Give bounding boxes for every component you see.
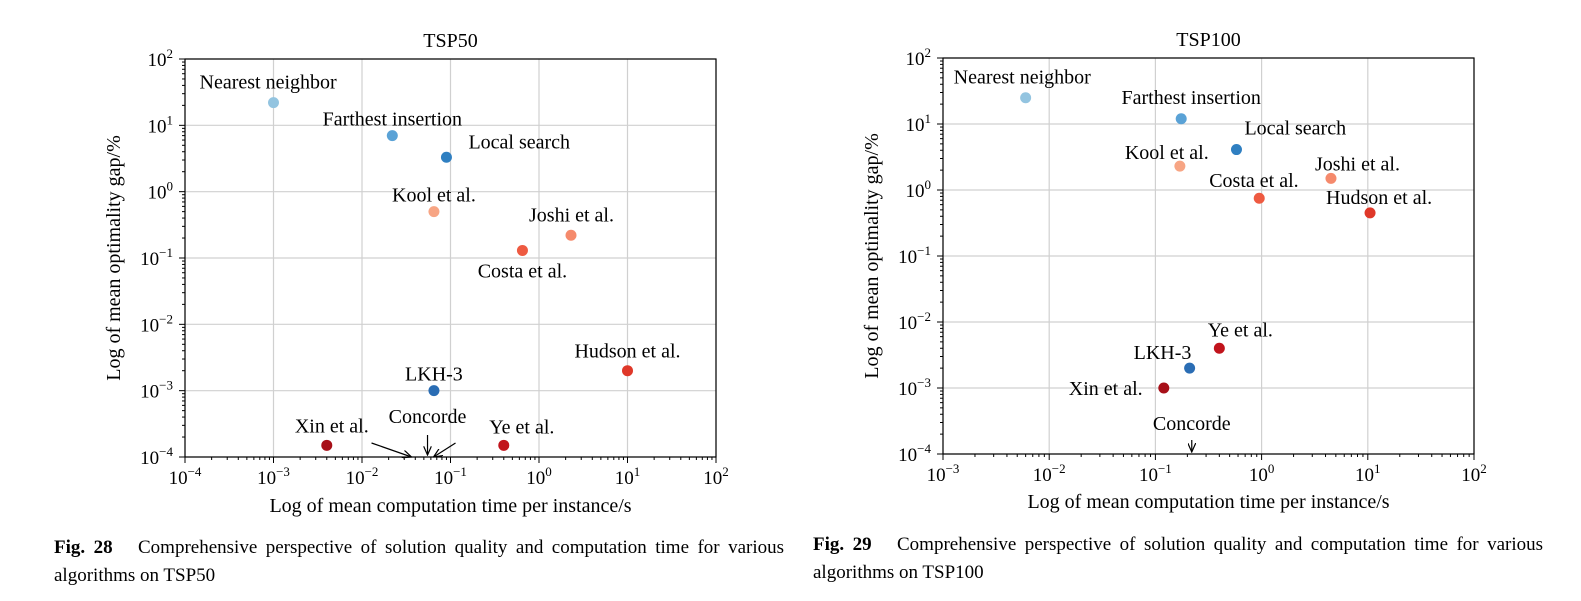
annotation-label: Concorde [1153,413,1231,435]
data-point-label: Ye et al. [1208,319,1273,341]
x-axis-label: Log of mean computation time per instanc… [1027,491,1389,513]
caption-text: Comprehensive perspective of solution qu… [54,537,785,586]
x-tick-label: 101 [615,464,641,489]
data-point [386,130,398,142]
data-point-label: Hudson et al. [1326,187,1432,209]
data-point [1184,362,1196,374]
data-point [1175,113,1187,125]
y-tick-label: 102 [148,46,174,71]
y-tick-label: 101 [906,111,932,136]
figure-number: Fig. 29 [813,534,872,555]
data-point [1253,192,1265,204]
y-tick-label: 100 [148,179,174,204]
chart-title: TSP100 [1176,29,1240,51]
data-point [428,385,440,397]
x-tick-label: 10−4 [169,464,202,489]
x-tick-label: 101 [1355,461,1381,486]
data-point-label: Farthest insertion [1121,87,1260,109]
data-point [428,206,440,218]
data-point [498,439,510,451]
x-tick-label: 10−1 [434,464,467,489]
data-point-label: LKH-3 [405,364,463,386]
data-point-label: Ye et al. [489,416,554,438]
chart-title: TSP50 [423,30,477,52]
y-tick-label: 100 [906,177,932,202]
data-point-label: Joshi et al. [1315,153,1400,175]
annotation-label: Concorde [389,406,467,428]
data-point [1158,382,1170,394]
data-point [1364,207,1376,219]
data-point [321,439,333,451]
x-tick-label: 10−2 [346,464,379,489]
data-point [1020,92,1032,104]
data-point [622,365,633,377]
x-tick-label: 10−3 [927,461,960,486]
caption-text: Comprehensive perspective of solution qu… [813,534,1544,583]
data-point [440,151,452,163]
x-tick-label: 100 [1249,461,1275,486]
y-tick-label: 10−3 [140,378,173,403]
figure-caption-29: Fig. 29 Comprehensive perspective of sol… [813,531,1543,587]
y-axis-label: Log of mean optimality gap/% [861,133,883,379]
data-point-label: Costa et al. [478,260,567,282]
y-tick-label: 10−2 [898,309,931,334]
data-point [1325,172,1337,184]
data-point [1230,144,1242,156]
y-tick-label: 101 [148,112,174,137]
data-point-label: Local search [1244,118,1346,140]
data-point [1213,342,1225,354]
x-axis-label: Log of mean computation time per instanc… [269,495,631,517]
x-tick-label: 10−2 [1033,461,1066,486]
x-tick-label: 102 [703,464,729,489]
x-tick-label: 10−1 [1139,461,1172,486]
y-tick-label: 10−3 [898,375,931,400]
data-point [268,97,279,109]
data-point-label: Joshi et al. [529,204,614,226]
x-tick-label: 102 [1461,461,1487,486]
data-point-label: Hudson et al. [574,341,680,363]
data-point-label: Kool et al. [1125,142,1209,164]
data-point-label: Nearest neighbor [954,67,1092,89]
grid [942,57,1475,455]
annotation-arrow [371,442,412,457]
y-tick-label: 10−2 [140,311,173,336]
data-point-label: Xin et al. [1069,378,1143,400]
data-point [516,244,528,256]
data-point-label: LKH-3 [1134,342,1192,364]
tsp50-chart: 10−4 10−3 10−2 10−1 100 101 102 10−4 10−3 10−2 10−… [103,30,729,517]
y-tick-label: 10−1 [140,245,173,270]
tsp100-chart: 10−3 10−2 10−1 100 101 10210−410−310−210−1100… [861,29,1487,513]
y-axis-label: Log of mean optimality gap/% [103,135,125,381]
figure-caption-28: Fig. 28 Comprehensive perspective of sol… [54,534,784,590]
data-point-label: Kool et al. [392,185,476,207]
y-tick-label: 10−4 [140,444,173,469]
data-point-label: Nearest neighbor [200,72,338,94]
data-point-label: Costa et al. [1209,170,1298,192]
data-point-label: Farthest insertion [323,109,462,131]
data-point [1174,160,1186,172]
y-tick-label: 102 [906,45,932,70]
data-point-label: Local search [468,131,570,153]
data-point-label: Xin et al. [295,415,369,437]
x-tick-label: 100 [526,464,552,489]
y-tick-label: 10−4 [898,441,931,466]
annotation-arrow [434,442,456,457]
data-point [565,229,577,241]
y-tick-label: 10−1 [898,243,931,268]
figure-number: Fig. 28 [54,537,113,558]
x-tick-label: 10−3 [257,464,290,489]
